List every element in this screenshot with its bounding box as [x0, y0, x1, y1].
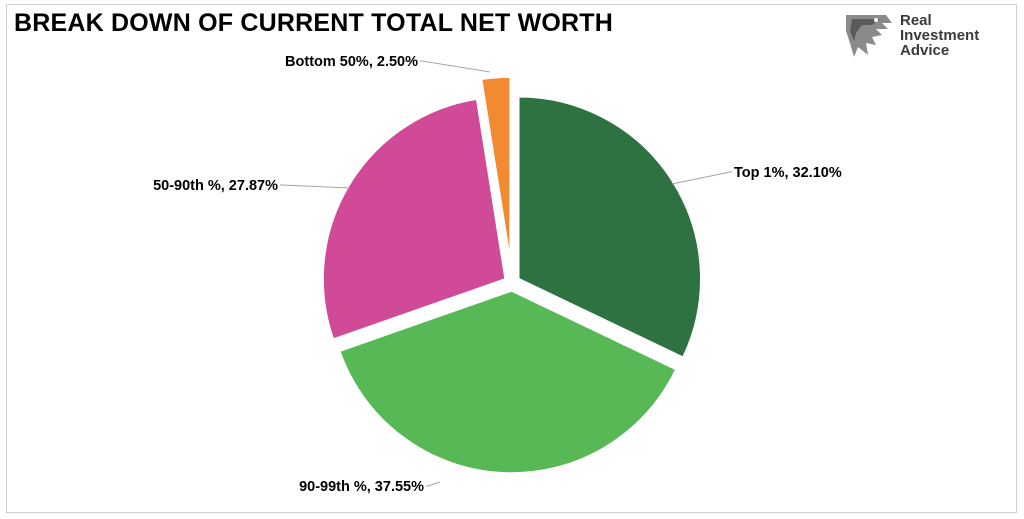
leader-line [420, 60, 491, 73]
brand-line-2: Investment [900, 27, 980, 44]
slice-label: 90-99th %, 37.55% [299, 479, 424, 495]
slice-label: 50-90th %, 27.87% [153, 178, 278, 194]
pie-slice [480, 76, 511, 260]
leader-line [280, 184, 351, 189]
brand-line-3: Advice [900, 42, 950, 59]
pie-slice [338, 290, 677, 474]
slice-label: Bottom 50%, 2.50% [285, 54, 418, 70]
leader-line [426, 481, 441, 487]
pie-slice [322, 98, 506, 341]
brand-logo: Real Investment Advice [842, 11, 1002, 63]
brand-name: Real Investment Advice [900, 13, 979, 58]
slice-label: Top 1%, 32.10% [734, 165, 842, 181]
pie-slice [518, 95, 702, 359]
eagle-head-icon [846, 15, 892, 57]
chart-title: BREAK DOWN OF CURRENT TOTAL NET WORTH [14, 9, 614, 37]
brand-line-1: Real [900, 12, 932, 29]
leader-line [671, 171, 732, 185]
